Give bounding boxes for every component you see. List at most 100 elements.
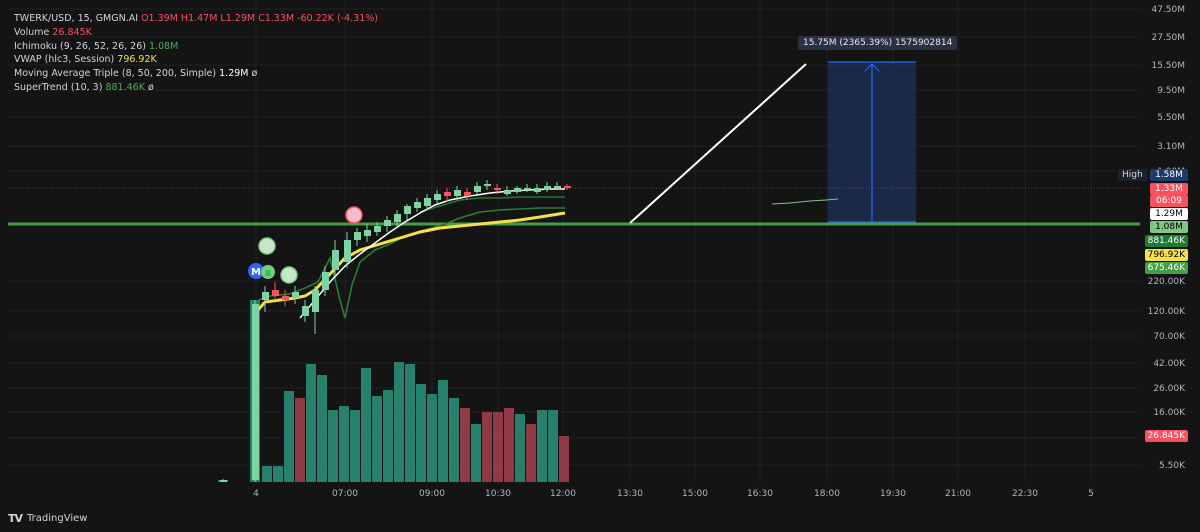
supertrend-hidden-icon[interactable]: ø	[147, 81, 154, 93]
candle-body	[282, 296, 289, 300]
candle-body	[220, 480, 227, 482]
time-axis-label: 19:30	[880, 489, 906, 499]
supertrend-line	[419, 196, 565, 213]
legend-ichimoku-row[interactable]: Ichimoku (9, 26, 52, 26, 26) 1.08M	[14, 40, 378, 54]
volume-bar	[361, 368, 371, 482]
candle-body	[384, 220, 391, 226]
legend-symbol-row: TWERK/USD, 15, GMGN.AI O1.39M H1.47M L1.…	[14, 12, 378, 26]
legend-supertrend-row[interactable]: SuperTrend (10, 3) 881.46K ø	[14, 81, 378, 95]
marker-m-label: M	[251, 267, 261, 278]
time-axis-label: 12:00	[550, 489, 576, 499]
price-axis-label: 15.50M	[1151, 61, 1185, 71]
price-axis-label: 16.00K	[1153, 408, 1186, 418]
trader-icon-2[interactable]	[280, 266, 298, 284]
symbol-label[interactable]: TWERK/USD, 15, GMGN.AI	[14, 13, 139, 24]
trend-line[interactable]	[629, 63, 807, 224]
high-label: High	[1118, 169, 1147, 181]
price-tag: 1.58M	[1150, 169, 1188, 181]
price-axis-label: 120.00K	[1148, 307, 1186, 317]
indicator-legend: TWERK/USD, 15, GMGN.AI O1.39M H1.47M L1.…	[14, 12, 378, 95]
time-axis-label: 18:00	[814, 489, 840, 499]
candle-body	[364, 230, 371, 236]
candle-body	[534, 188, 541, 192]
brand-name: TradingView	[27, 513, 88, 524]
volume-bars	[218, 300, 569, 482]
candle-body	[262, 292, 269, 300]
marker-b[interactable]	[261, 265, 275, 279]
price-tag: 1.29M	[1150, 208, 1188, 220]
volume-bar	[328, 410, 338, 482]
volume-value: 26.845K	[52, 26, 92, 38]
price-tag: 26.845K	[1144, 430, 1188, 442]
price-axis-label: 220.00K	[1148, 277, 1186, 287]
volume-bar	[427, 394, 437, 482]
time-axis-label: 22:30	[1012, 489, 1038, 499]
volume-bar	[515, 414, 525, 482]
ohlc-values: O1.39M H1.47M L1.29M C1.33M -60.22K (-4.…	[141, 13, 378, 24]
legend-vwap-row[interactable]: VWAP (hlc3, Session) 796.92K	[14, 53, 378, 67]
time-axis-label: 5	[1088, 489, 1094, 499]
price-tag: 1.08M	[1150, 221, 1188, 233]
time-axis-label: 10:30	[485, 489, 511, 499]
volume-bar	[548, 410, 558, 482]
volume-bar	[372, 396, 382, 482]
volume-bar	[350, 410, 360, 482]
volume-bar	[416, 384, 426, 482]
legend-volume-row[interactable]: Volume 26.845K	[14, 26, 378, 40]
signal-markers[interactable]: M B	[248, 206, 363, 284]
volume-bar	[295, 398, 305, 482]
price-tag: 675.46K	[1144, 262, 1188, 274]
volume-bar	[394, 362, 404, 482]
ma-label: Moving Average Triple (8, 50, 200, Simpl…	[14, 68, 217, 80]
time-axis-label: 4	[253, 489, 259, 499]
candle-body	[504, 190, 511, 194]
volume-bar	[262, 466, 272, 482]
candle-body	[312, 290, 319, 312]
candle-body	[494, 188, 501, 190]
candle-body	[444, 192, 451, 196]
candle-body	[322, 272, 329, 290]
ma-hidden-icon[interactable]: ø	[251, 68, 258, 80]
volume-bar	[306, 364, 316, 482]
time-axis[interactable]: 4 07:00 09:00 10:30 12:00 13:30 15:00 16:30 18:0…	[253, 489, 1094, 499]
volume-bar	[482, 412, 492, 482]
price-axis-label: 70.00K	[1153, 332, 1186, 342]
supertrend-value: 881.46K	[105, 81, 145, 93]
price-tag: 1.33M	[1150, 183, 1188, 195]
volume-bar	[471, 424, 481, 482]
price-axis-label: 5.50M	[1157, 113, 1185, 123]
volume-bar	[559, 436, 569, 482]
time-axis-label: 07:00	[332, 489, 358, 499]
candle-body	[564, 186, 571, 188]
candle-body	[474, 186, 481, 192]
price-tag: 881.46K	[1144, 235, 1188, 247]
tradingview-logo-icon: TV	[8, 512, 23, 525]
volume-bar	[405, 364, 415, 482]
trader-icon-3[interactable]	[345, 206, 363, 224]
price-tag: 796.92K	[1144, 249, 1188, 261]
price-axis-label: 9.50M	[1157, 86, 1185, 96]
candle-body	[332, 250, 339, 270]
time-axis-label: 13:30	[617, 489, 643, 499]
legend-ma-row[interactable]: Moving Average Triple (8, 50, 200, Simpl…	[14, 67, 378, 81]
candle-body	[464, 192, 471, 196]
candle-body	[484, 184, 491, 186]
candle-body	[454, 190, 461, 196]
volume-bar	[449, 398, 459, 482]
footer-branding[interactable]: TV TradingView	[8, 512, 87, 525]
ichimoku-value: 1.08M	[149, 40, 179, 52]
candle-body	[434, 194, 441, 200]
candle-body	[354, 232, 361, 240]
volume-bar	[537, 410, 547, 482]
price-axis-label: 27.50M	[1151, 33, 1185, 43]
trader-icon-1[interactable]	[258, 237, 276, 255]
price-axis-label: 3.10M	[1157, 142, 1185, 152]
price-axis-label: 47.50M	[1151, 5, 1185, 15]
candle-body	[374, 226, 381, 232]
volume-bar	[526, 424, 536, 482]
volume-bar	[284, 391, 294, 482]
marker-m[interactable]	[248, 263, 264, 279]
candle-body	[414, 202, 421, 208]
price-tag: 06:09	[1150, 195, 1188, 207]
